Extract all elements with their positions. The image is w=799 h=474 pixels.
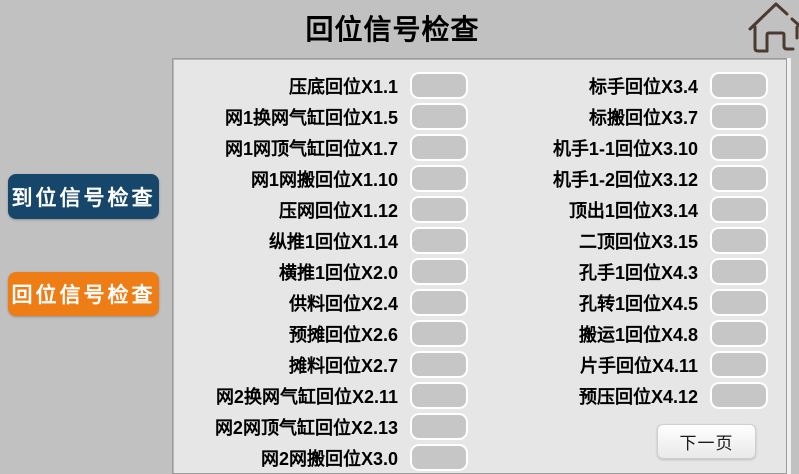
- next-page-button[interactable]: 下一页: [657, 424, 756, 459]
- signal-label: 片手回位X4.11: [579, 355, 698, 376]
- signal-label: 横推1回位X2.0: [278, 262, 398, 283]
- signal-label: 孔手1回位X4.3: [578, 262, 698, 283]
- signal-row: 网2网顶气缸回位X2.13: [180, 411, 468, 442]
- signal-indicator-lamp: [410, 444, 468, 471]
- signal-label: 摊料回位X2.7: [288, 355, 398, 376]
- signal-label: 网2网顶气缸回位X2.13: [214, 417, 398, 438]
- signal-row: 预压回位X4.12: [480, 380, 768, 411]
- signal-indicator-lamp: [410, 196, 468, 223]
- signal-label: 网2换网气缸回位X2.11: [215, 386, 398, 407]
- signal-indicator-lamp: [410, 165, 468, 192]
- signal-row: 机手1-2回位X3.12: [480, 163, 768, 194]
- signal-label: 网1换网气缸回位X1.5: [224, 107, 398, 128]
- sidebar-button-return-check[interactable]: 回位信号检查: [8, 272, 159, 316]
- signal-label: 压网回位X1.12: [278, 200, 398, 221]
- signal-row: 横推1回位X2.0: [180, 256, 468, 287]
- signal-label: 网1网顶气缸回位X1.7: [224, 138, 398, 159]
- signal-label: 纵推1回位X1.14: [268, 231, 398, 252]
- signal-indicator-lamp: [410, 72, 468, 99]
- signal-row: 压底回位X1.1: [180, 70, 468, 101]
- signal-row: 压网回位X1.12: [180, 194, 468, 225]
- signal-row: 机手1-1回位X3.10: [480, 132, 768, 163]
- signal-indicator-lamp: [410, 320, 468, 347]
- signal-indicator-lamp: [410, 258, 468, 285]
- signal-row: 网1换网气缸回位X1.5: [180, 101, 468, 132]
- signal-label: 标搬回位X3.7: [588, 107, 698, 128]
- signal-indicator-lamp: [710, 196, 768, 223]
- signal-indicator-lamp: [710, 227, 768, 254]
- signal-label: 机手1-2回位X3.12: [552, 169, 698, 190]
- signal-indicator-lamp: [410, 382, 468, 409]
- signal-row: 孔手1回位X4.3: [480, 256, 768, 287]
- home-button[interactable]: [745, 0, 799, 56]
- page-title: 回位信号检查: [305, 14, 480, 45]
- signal-row: 孔转1回位X4.5: [480, 287, 768, 318]
- signal-indicator-lamp: [410, 134, 468, 161]
- signal-label: 搬运1回位X4.8: [578, 324, 698, 345]
- signal-row: 搬运1回位X4.8: [480, 318, 768, 349]
- signal-label: 二顶回位X3.15: [578, 231, 698, 252]
- signal-row: 预摊回位X2.6: [180, 318, 468, 349]
- signal-indicator-lamp: [710, 382, 768, 409]
- signal-row: 网1网搬回位X1.10: [180, 163, 468, 194]
- signal-label: 网2网搬回位X3.0: [260, 448, 398, 469]
- signal-label: 预压回位X4.12: [578, 386, 698, 407]
- signal-indicator-lamp: [710, 320, 768, 347]
- home-icon: [748, 2, 799, 53]
- signal-indicator-lamp: [710, 165, 768, 192]
- signal-row: 摊料回位X2.7: [180, 349, 468, 380]
- signal-indicator-lamp: [710, 103, 768, 130]
- signal-label: 网1网搬回位X1.10: [250, 169, 398, 190]
- signal-label: 预摊回位X2.6: [288, 324, 398, 345]
- signal-indicator-lamp: [410, 413, 468, 440]
- signal-indicator-lamp: [410, 351, 468, 378]
- signal-label: 机手1-1回位X3.10: [552, 138, 698, 159]
- signal-label: 顶出1回位X3.14: [568, 200, 698, 221]
- signal-label: 孔转1回位X4.5: [578, 293, 698, 314]
- signal-row: 顶出1回位X3.14: [480, 194, 768, 225]
- signal-indicator-lamp: [710, 134, 768, 161]
- signal-row: 标搬回位X3.7: [480, 101, 768, 132]
- signal-indicator-lamp: [710, 351, 768, 378]
- signal-row: 标手回位X3.4: [480, 70, 768, 101]
- signal-row: 片手回位X4.11: [480, 349, 768, 380]
- signal-row: 网2换网气缸回位X2.11: [180, 380, 468, 411]
- signal-panel: [172, 58, 787, 474]
- signal-row: 网2网搬回位X3.0: [180, 442, 468, 473]
- sidebar-button-arrival-check[interactable]: 到位信号检查: [8, 174, 159, 219]
- signal-label: 供料回位X2.4: [288, 293, 398, 314]
- signal-indicator-lamp: [410, 227, 468, 254]
- signal-row: 二顶回位X3.15: [480, 225, 768, 256]
- signal-indicator-lamp: [710, 289, 768, 316]
- signal-row: 供料回位X2.4: [180, 287, 468, 318]
- signal-indicator-lamp: [710, 258, 768, 285]
- signal-label: 标手回位X3.4: [588, 76, 698, 97]
- signal-indicator-lamp: [410, 289, 468, 316]
- signal-column-right: 标手回位X3.4 标搬回位X3.7 机手1-1回位X3.10 机手1-2回位X3…: [480, 70, 768, 411]
- signal-label: 压底回位X1.1: [288, 76, 398, 97]
- signal-row: 网1网顶气缸回位X1.7: [180, 132, 468, 163]
- signal-row: 纵推1回位X1.14: [180, 225, 468, 256]
- signal-column-left: 压底回位X1.1 网1换网气缸回位X1.5 网1网顶气缸回位X1.7 网1网搬回…: [180, 70, 468, 473]
- signal-indicator-lamp: [710, 72, 768, 99]
- signal-indicator-lamp: [410, 103, 468, 130]
